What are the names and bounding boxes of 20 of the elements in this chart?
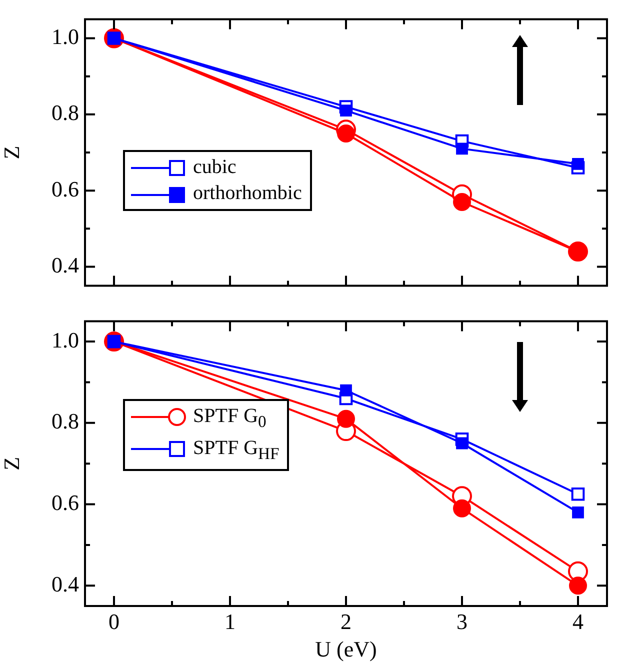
y-tick-label: 1.0	[52, 327, 79, 352]
y-tick-label: 0.8	[52, 100, 79, 126]
y-axis-title: Z	[0, 456, 24, 470]
legend-label: orthorhombic	[193, 182, 302, 204]
y-axis-title: Z	[0, 146, 24, 160]
y-tick-label: 0.8	[52, 408, 79, 434]
y-tick-label: 0.4	[52, 252, 79, 278]
legend-label: SPTF G$_{0}$	[193, 405, 266, 431]
x-tick-label: 0	[108, 608, 120, 634]
y-tick-label: 0.6	[52, 176, 79, 202]
y-tick-label: 1.0	[52, 24, 79, 50]
legend-label: cubic	[193, 156, 236, 178]
x-tick-label: 1	[224, 608, 236, 634]
x-tick-label: 4	[572, 608, 584, 634]
y-tick-label: 0.4	[52, 571, 79, 596]
x-tick-label: 3	[456, 608, 468, 634]
x-axis-title: U (eV)	[315, 636, 377, 662]
legend-label: SPTF G$_{HF}$	[193, 437, 280, 463]
y-tick-label: 0.6	[52, 490, 79, 516]
x-tick-label: 2	[340, 608, 352, 634]
